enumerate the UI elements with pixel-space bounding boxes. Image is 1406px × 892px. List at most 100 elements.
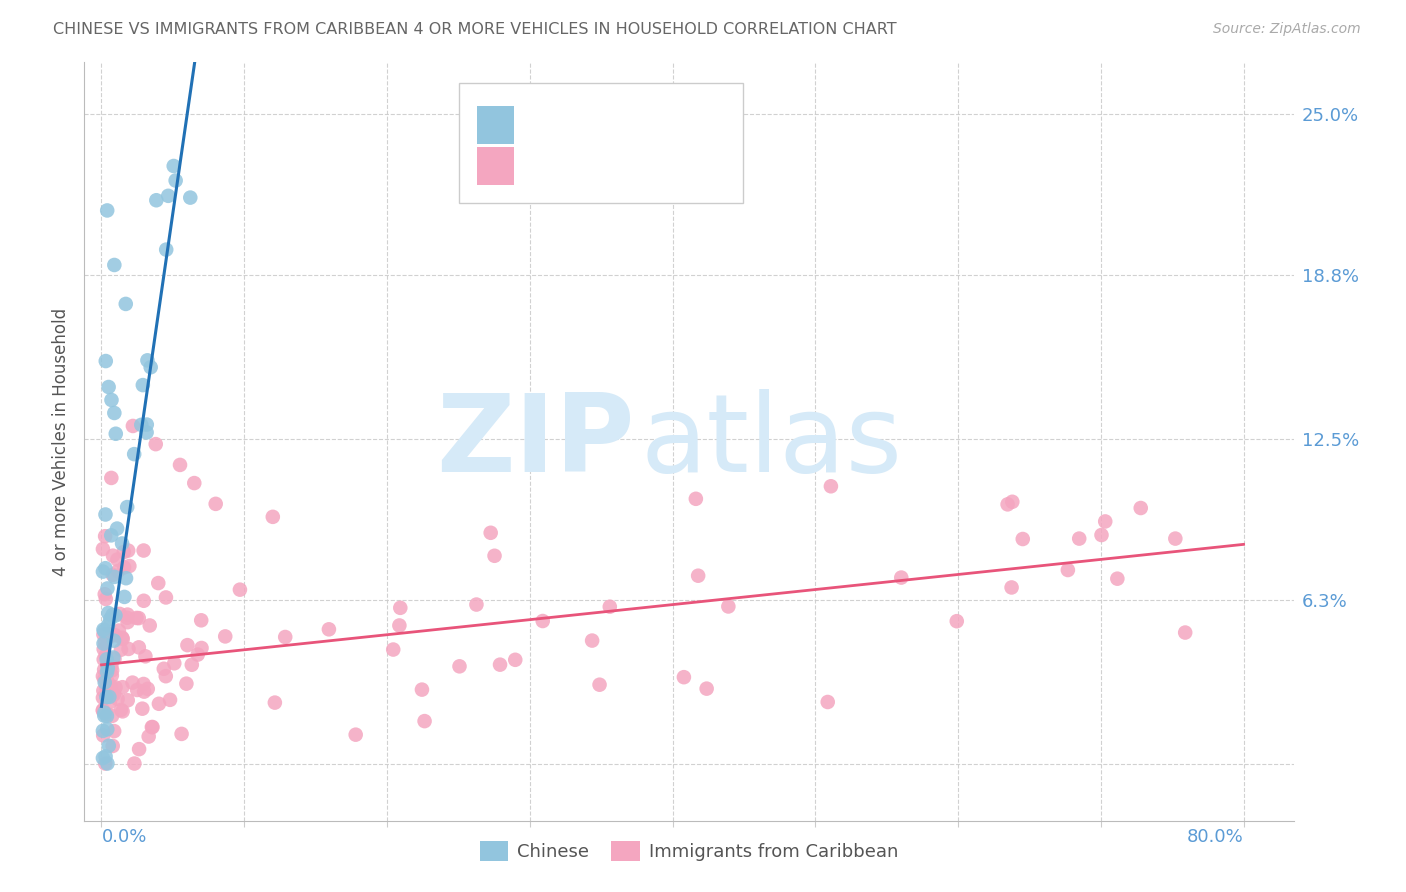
Point bbox=[117, 607, 139, 622]
Point bbox=[101, 688, 124, 702]
Point bbox=[101, 739, 124, 753]
Point bbox=[96, 681, 118, 695]
Point bbox=[1094, 515, 1116, 529]
Point bbox=[91, 565, 114, 579]
Point bbox=[136, 681, 159, 696]
Point bbox=[96, 709, 118, 723]
Point bbox=[588, 678, 610, 692]
Point bbox=[110, 642, 132, 657]
Point bbox=[318, 623, 340, 637]
Y-axis label: 4 or more Vehicles in Household: 4 or more Vehicles in Household bbox=[52, 308, 70, 575]
Point bbox=[101, 567, 124, 582]
Point bbox=[127, 683, 149, 698]
Point bbox=[581, 633, 603, 648]
Point bbox=[103, 570, 125, 584]
Point bbox=[111, 632, 134, 646]
Text: CHINESE VS IMMIGRANTS FROM CARIBBEAN 4 OR MORE VEHICLES IN HOUSEHOLD CORRELATION: CHINESE VS IMMIGRANTS FROM CARIBBEAN 4 O… bbox=[53, 22, 897, 37]
Point bbox=[96, 756, 118, 771]
Point bbox=[94, 648, 117, 663]
Point bbox=[141, 720, 163, 734]
Point bbox=[157, 189, 180, 203]
Point bbox=[190, 640, 212, 655]
Point bbox=[134, 649, 156, 664]
Point bbox=[129, 417, 152, 432]
Text: 80.0%: 80.0% bbox=[1187, 829, 1243, 847]
Point bbox=[139, 618, 162, 632]
Point bbox=[93, 663, 115, 677]
Point bbox=[93, 675, 115, 690]
Point bbox=[97, 676, 120, 690]
Text: R =: R = bbox=[526, 157, 565, 176]
Point bbox=[124, 756, 146, 771]
Point bbox=[115, 611, 138, 625]
Point bbox=[93, 652, 115, 666]
Text: N =: N = bbox=[644, 157, 685, 176]
Point bbox=[91, 690, 114, 705]
Point bbox=[101, 549, 124, 563]
Point bbox=[100, 471, 122, 485]
Text: N =: N = bbox=[644, 116, 685, 134]
Text: 0.0%: 0.0% bbox=[101, 829, 146, 847]
Text: 145: 145 bbox=[686, 157, 724, 176]
Point bbox=[135, 417, 157, 432]
Point bbox=[107, 564, 129, 578]
Point bbox=[111, 680, 134, 694]
Point bbox=[145, 193, 167, 207]
Point bbox=[98, 612, 121, 626]
Point bbox=[1057, 563, 1080, 577]
Point bbox=[114, 297, 136, 311]
Point bbox=[165, 173, 187, 187]
Point bbox=[103, 688, 125, 702]
Point bbox=[96, 723, 118, 737]
Point bbox=[117, 641, 139, 656]
Point bbox=[163, 159, 186, 173]
Text: atlas: atlas bbox=[641, 389, 903, 494]
Text: R =: R = bbox=[526, 116, 565, 134]
Point bbox=[93, 642, 115, 657]
Point bbox=[503, 653, 526, 667]
Point bbox=[93, 683, 115, 698]
FancyBboxPatch shape bbox=[478, 147, 513, 186]
Point bbox=[155, 243, 177, 257]
Point bbox=[96, 632, 118, 646]
Point bbox=[148, 697, 170, 711]
Point bbox=[108, 624, 131, 638]
Point bbox=[132, 378, 155, 392]
Point bbox=[204, 497, 226, 511]
Point bbox=[96, 582, 118, 596]
Point bbox=[100, 629, 122, 643]
Point bbox=[388, 618, 411, 632]
Point bbox=[110, 703, 132, 717]
Point bbox=[104, 608, 127, 623]
Point bbox=[93, 673, 115, 687]
Point bbox=[132, 677, 155, 691]
Point bbox=[93, 623, 115, 637]
Point bbox=[107, 692, 129, 706]
Point bbox=[94, 529, 117, 543]
Point bbox=[94, 561, 117, 575]
Point bbox=[1164, 532, 1187, 546]
Point bbox=[465, 598, 488, 612]
Point bbox=[101, 608, 124, 623]
Point bbox=[97, 661, 120, 675]
Point bbox=[91, 751, 114, 765]
Point bbox=[97, 618, 120, 632]
Point bbox=[128, 742, 150, 756]
Point bbox=[169, 458, 191, 472]
Point bbox=[531, 614, 554, 628]
Point bbox=[1001, 495, 1024, 509]
Point bbox=[122, 419, 145, 434]
Point bbox=[93, 624, 115, 638]
Point bbox=[1069, 532, 1091, 546]
Point bbox=[263, 696, 285, 710]
Point bbox=[890, 571, 912, 585]
Point bbox=[1000, 581, 1022, 595]
Point bbox=[484, 549, 506, 563]
Point bbox=[489, 657, 512, 672]
Point bbox=[672, 670, 695, 684]
Point bbox=[117, 543, 139, 558]
Point bbox=[111, 631, 134, 645]
Point bbox=[96, 665, 118, 679]
Point bbox=[1174, 625, 1197, 640]
FancyBboxPatch shape bbox=[460, 83, 744, 202]
